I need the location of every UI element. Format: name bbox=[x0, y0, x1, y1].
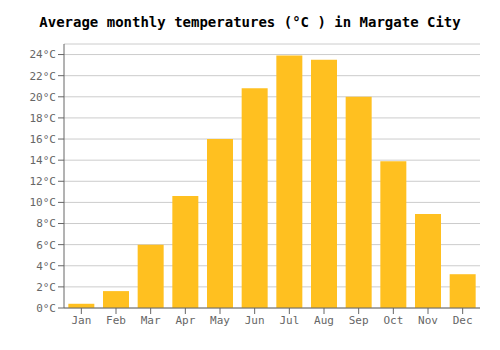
svg-text:Jul: Jul bbox=[279, 314, 299, 327]
svg-text:Jun: Jun bbox=[245, 314, 265, 327]
html-text:Average monthly temperatures (: Average monthly temperatures (°C ) in Ma… bbox=[39, 14, 461, 30]
svg-text:4°C: 4°C bbox=[36, 260, 56, 273]
svg-text:16°C: 16°C bbox=[30, 133, 57, 146]
svg-text:Jan: Jan bbox=[71, 314, 91, 327]
svg-text:24°C: 24°C bbox=[30, 48, 57, 61]
svg-text:Aug: Aug bbox=[314, 314, 334, 327]
svg-text:Apr: Apr bbox=[175, 314, 195, 327]
svg-text:14°C: 14°C bbox=[30, 154, 57, 167]
svg-text:May: May bbox=[210, 314, 230, 327]
svg-text:Mar: Mar bbox=[141, 314, 161, 327]
svg-text:12°C: 12°C bbox=[30, 175, 57, 188]
svg-text:18°C: 18°C bbox=[30, 112, 57, 125]
svg-text:2°C: 2°C bbox=[36, 281, 56, 294]
svg-text:22°C: 22°C bbox=[30, 70, 57, 83]
svg-text:0°C: 0°C bbox=[36, 302, 56, 315]
svg-text:Sep: Sep bbox=[349, 314, 369, 327]
svg-text:Feb: Feb bbox=[106, 314, 126, 327]
svg-text:Oct: Oct bbox=[383, 314, 403, 327]
svg-text:10°C: 10°C bbox=[30, 196, 57, 209]
svg-text:6°C: 6°C bbox=[36, 239, 56, 252]
svg-text:20°C: 20°C bbox=[30, 91, 57, 104]
svg-text:Dec: Dec bbox=[453, 314, 473, 327]
svg-text:8°C: 8°C bbox=[36, 217, 56, 230]
svg-text:Nov: Nov bbox=[418, 314, 438, 327]
